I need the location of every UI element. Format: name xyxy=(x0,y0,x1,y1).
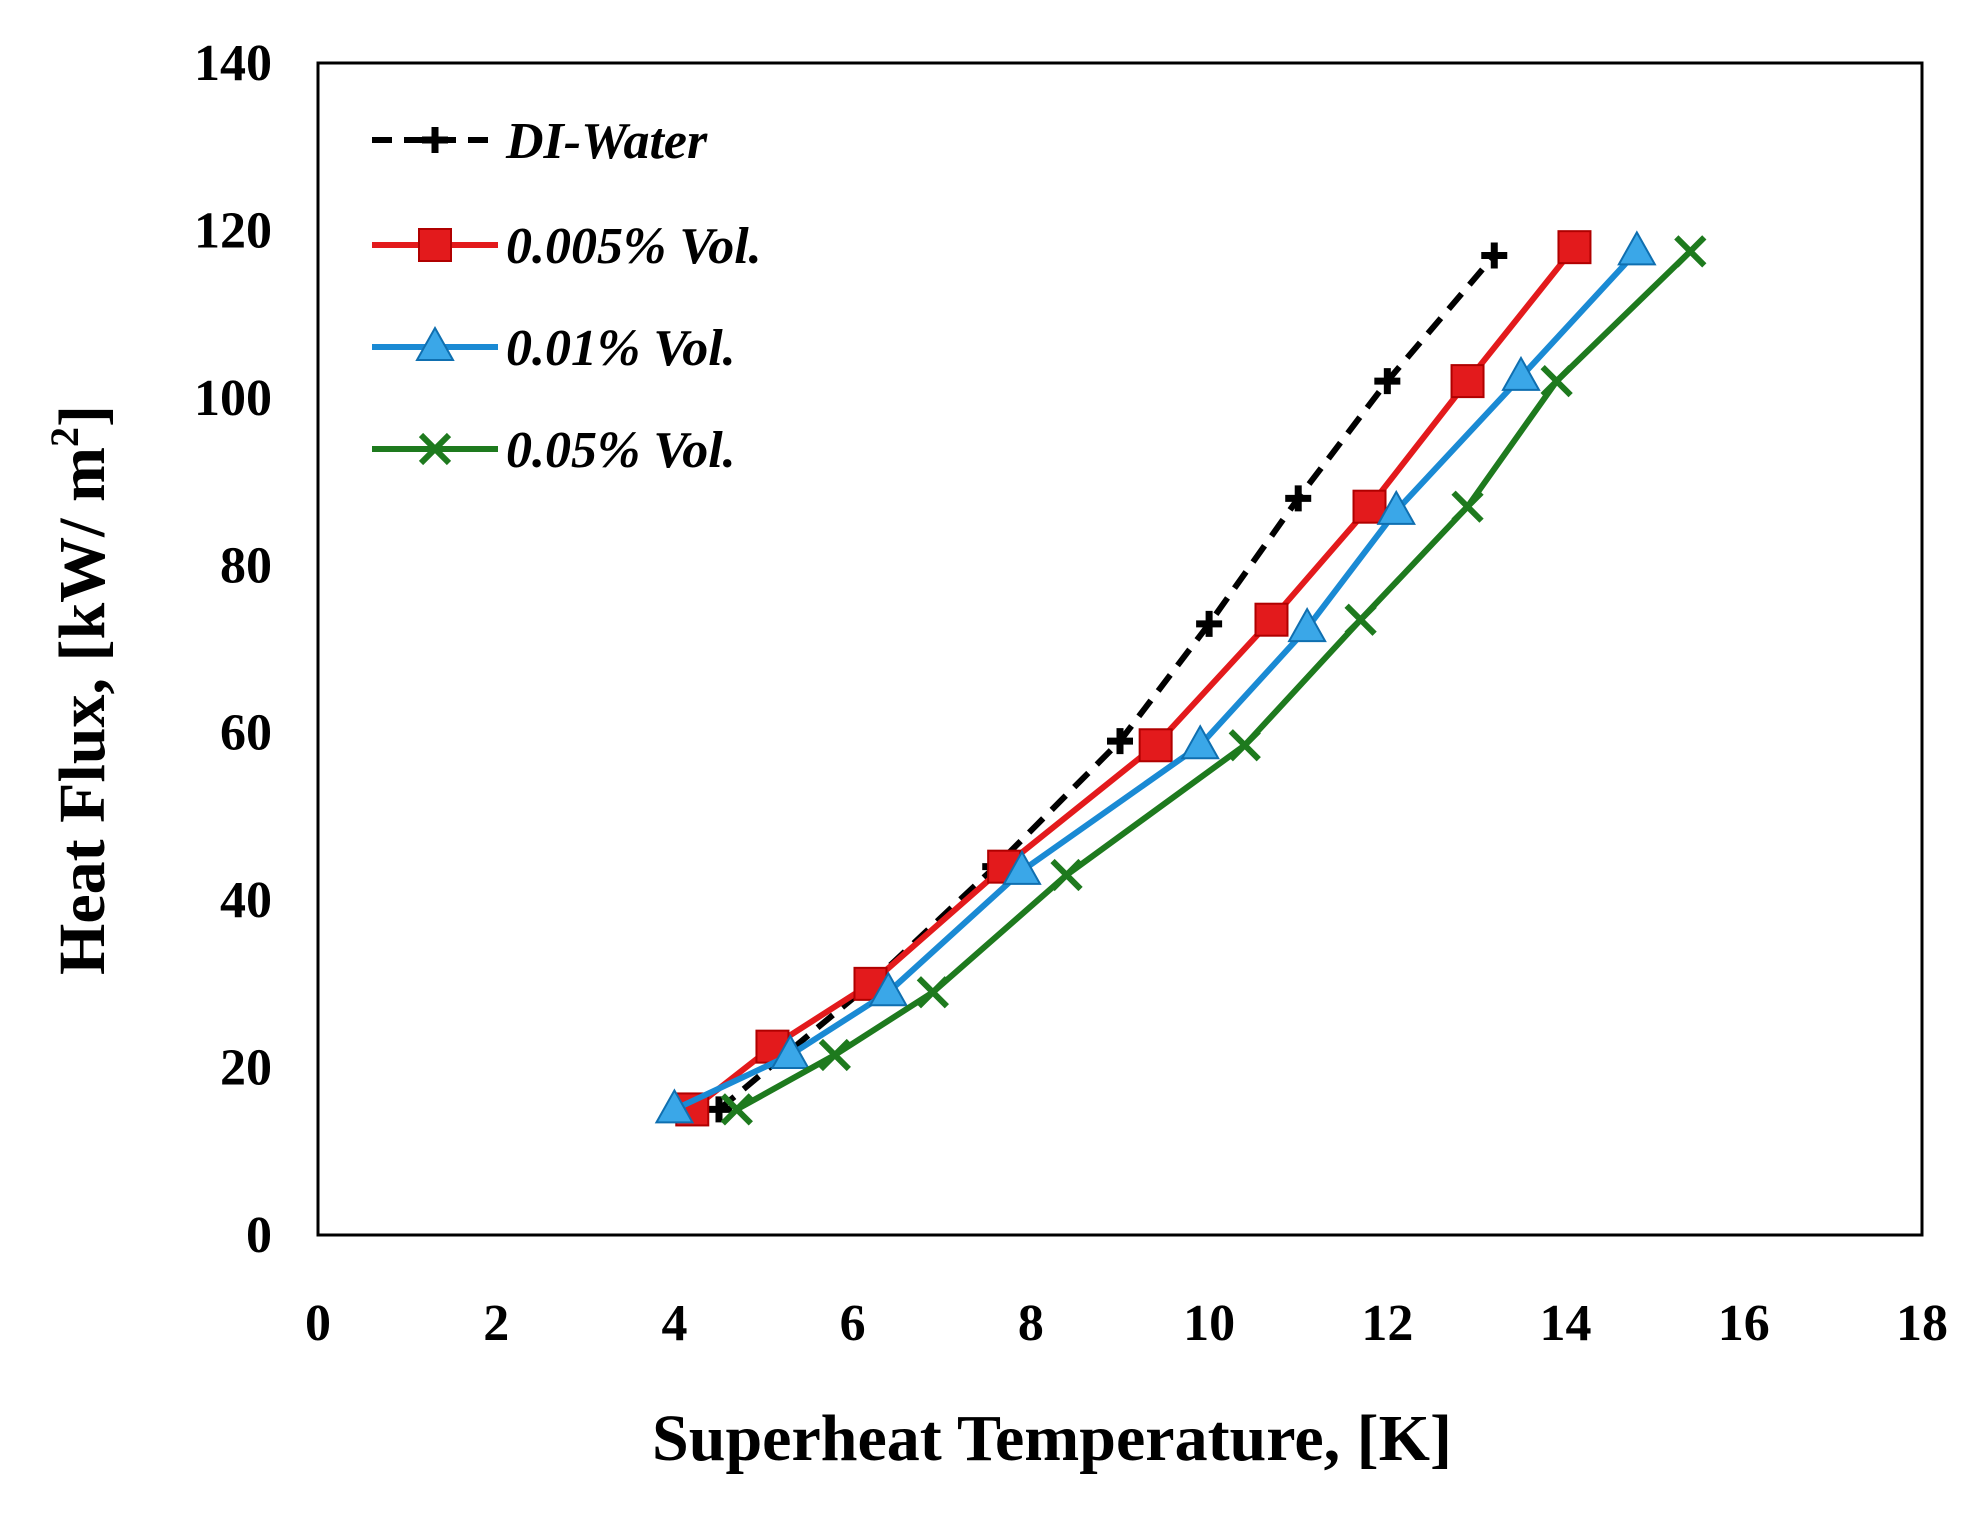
x-tick-label: 6 xyxy=(840,1295,866,1352)
legend-label: 0.005% Vol. xyxy=(506,218,762,275)
legend-item: 0.01% Vol. xyxy=(372,320,736,377)
data-point xyxy=(868,971,909,1007)
data-point xyxy=(1481,242,1508,269)
series-layer xyxy=(654,230,1707,1127)
data-point xyxy=(1002,849,1042,885)
y-tick-label: 80 xyxy=(220,537,272,594)
series-group xyxy=(654,230,1657,1124)
y-axis-title-sup: 2 xyxy=(42,427,87,447)
data-point xyxy=(1138,728,1173,763)
data-point xyxy=(1501,355,1541,391)
legend-item: DI-Water xyxy=(372,113,708,170)
series-group xyxy=(675,230,1592,1127)
x-tick-label: 4 xyxy=(661,1295,687,1352)
y-tick-label: 0 xyxy=(246,1207,272,1264)
data-point xyxy=(1287,607,1327,643)
data-point xyxy=(720,1093,753,1126)
data-point xyxy=(1285,485,1312,512)
y-tick-label: 100 xyxy=(194,370,272,427)
data-point xyxy=(1107,728,1133,755)
x-axis-title: Superheat Temperature, [K] xyxy=(652,1402,1452,1475)
data-point xyxy=(1352,489,1387,524)
data-point xyxy=(654,1088,695,1124)
legend-marker xyxy=(415,325,455,361)
x-tick-label: 0 xyxy=(305,1295,331,1352)
legend-marker xyxy=(418,228,452,262)
plot-border xyxy=(316,61,1924,1237)
data-point xyxy=(1344,603,1377,636)
y-tick-label: 140 xyxy=(194,35,272,92)
x-axis: 0 2 4 6 8 10 12 14 16 18 xyxy=(305,1295,1948,1352)
data-point xyxy=(706,1096,732,1123)
data-point xyxy=(1617,230,1657,266)
legend: DI-Water 0.005% Vol. 0.01% Vol. 0.05% Vol. xyxy=(372,113,762,479)
series-line xyxy=(673,249,1640,1113)
legend-item: 0.005% Vol. xyxy=(372,218,762,275)
data-point xyxy=(1674,235,1707,268)
x-tick-label: 8 xyxy=(1018,1295,1044,1352)
legend-label: DI-Water xyxy=(505,113,708,170)
legend-label: 0.05% Vol. xyxy=(506,422,736,479)
y-axis-title-end: ] xyxy=(46,405,119,427)
data-point xyxy=(1050,858,1083,892)
x-tick-label: 18 xyxy=(1896,1295,1948,1352)
y-axis-title: Heat Flux, [kW/ m2] xyxy=(42,405,119,975)
x-tick-label: 10 xyxy=(1183,1295,1235,1352)
data-point xyxy=(1374,368,1401,395)
y-axis: 0 20 40 60 80 100 120 140 xyxy=(194,35,272,1264)
data-point xyxy=(1450,364,1485,399)
legend-marker xyxy=(422,127,448,153)
legend-label: 0.01% Vol. xyxy=(506,320,736,377)
data-point xyxy=(916,976,949,1009)
legend-marker xyxy=(418,432,452,466)
data-point xyxy=(818,1038,851,1072)
x-tick-label: 16 xyxy=(1718,1295,1770,1352)
data-point xyxy=(770,1033,810,1070)
series-line xyxy=(690,245,1577,1112)
y-tick-label: 20 xyxy=(220,1040,272,1097)
plot-area xyxy=(316,61,1924,1237)
y-tick-label: 60 xyxy=(220,705,272,762)
x-tick-label: 14 xyxy=(1540,1295,1592,1352)
data-point xyxy=(1254,602,1289,637)
data-point xyxy=(1228,729,1261,762)
x-tick-label: 2 xyxy=(483,1295,509,1352)
y-tick-label: 40 xyxy=(220,872,272,929)
y-tick-label: 120 xyxy=(194,202,272,259)
x-tick-label: 12 xyxy=(1361,1295,1413,1352)
series-group xyxy=(706,242,1508,1123)
legend-item: 0.05% Vol. xyxy=(372,422,736,479)
data-point xyxy=(1180,724,1220,760)
data-point xyxy=(1557,230,1592,265)
data-point xyxy=(1540,364,1573,398)
data-point xyxy=(1376,489,1416,525)
series-group xyxy=(720,235,1707,1126)
data-point xyxy=(1451,490,1484,523)
data-point xyxy=(1196,610,1223,637)
y-axis-title-main: Heat Flux, [kW/ m xyxy=(46,447,119,975)
